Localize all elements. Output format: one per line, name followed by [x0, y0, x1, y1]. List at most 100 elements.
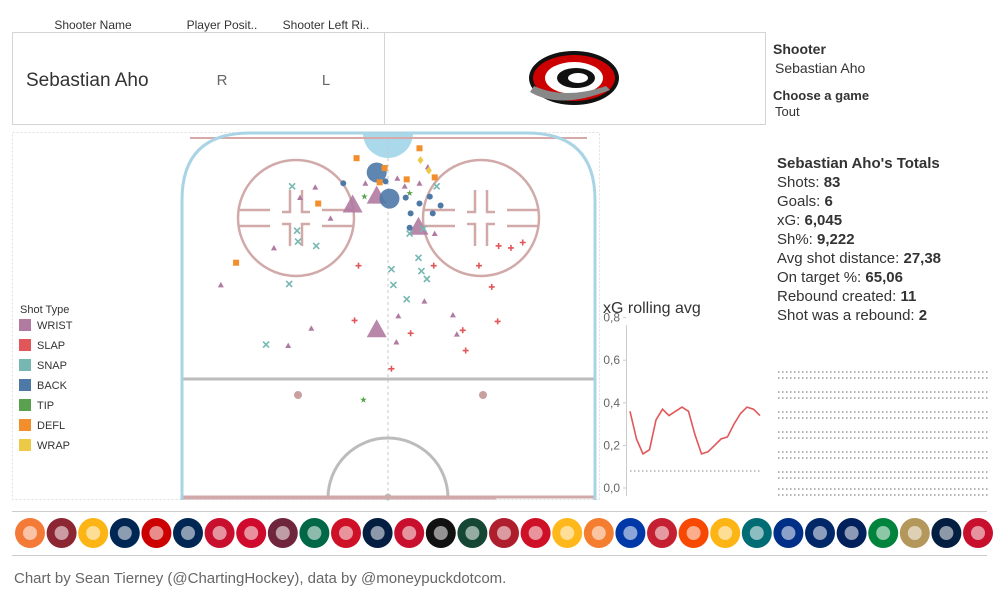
legend: Shot Type WRIST SLAP SNAP BACK TIP DEFL WRAP: [19, 304, 73, 452]
table-frame: [12, 32, 766, 125]
shot: [414, 254, 423, 262]
total-line: Goals: 6: [777, 193, 833, 210]
rink: [12, 131, 600, 501]
total-line: xG: 6,045: [777, 212, 842, 229]
legend-swatch: [19, 399, 31, 411]
shot: [353, 155, 360, 162]
shot: [388, 365, 395, 372]
shot: [360, 396, 367, 403]
legend-label: TIP: [37, 400, 54, 412]
legend-swatch: [19, 379, 31, 391]
team-logo-inner: [718, 526, 733, 540]
shot: [406, 189, 413, 196]
shot: [387, 265, 396, 273]
total-line: Shot was a rebound: 2: [777, 307, 927, 324]
total-line: Rebound created: 11: [777, 288, 916, 305]
legend-title: Shot Type: [20, 304, 69, 316]
team-logo-inner: [939, 526, 954, 540]
team-logo-inner: [560, 526, 575, 540]
team-logo-inner: [275, 526, 290, 540]
team-logo-inner: [623, 526, 638, 540]
shot: [417, 267, 426, 275]
shot: [423, 275, 431, 283]
team-logo-inner: [402, 526, 417, 540]
legend-swatch: [19, 419, 31, 431]
shot: [376, 179, 383, 186]
legend-label: BACK: [37, 380, 68, 392]
team-logo-inner: [339, 526, 353, 540]
cell: R: [217, 72, 228, 89]
shot: [419, 225, 427, 233]
team-logo-inner: [907, 526, 922, 540]
shot: [233, 259, 240, 266]
filter-value[interactable]: Sebastian Aho: [775, 60, 866, 76]
shot: [315, 200, 322, 207]
column-header: Shooter Left Ri..: [283, 18, 370, 32]
legend-swatch: [19, 359, 31, 371]
shot: [366, 319, 387, 338]
shot: [408, 216, 429, 235]
team-logo-inner: [117, 526, 132, 540]
y-tick-label: 0,0: [603, 481, 620, 495]
total-label: Sh%:: [777, 231, 813, 248]
shot: [312, 184, 319, 190]
total-value: 27,38: [903, 250, 941, 267]
legend-swatch: [19, 339, 31, 351]
total-label: Avg shot distance:: [777, 250, 899, 267]
team-logo-inner: [497, 526, 511, 540]
team-logo-inner: [971, 526, 985, 540]
shot: [488, 283, 495, 290]
team-logo-inner: [591, 526, 606, 540]
filter-label: Shooter: [773, 41, 826, 57]
shot: [382, 178, 389, 185]
shot: [312, 242, 320, 250]
shot: [459, 327, 466, 334]
team-logos[interactable]: [15, 518, 993, 548]
total-label: On target %:: [777, 269, 861, 286]
column-header: Player Posit..: [187, 18, 258, 32]
legend-label: WRAP: [37, 440, 70, 452]
placeholder-rows: [778, 371, 990, 496]
legend-swatch: [19, 319, 31, 331]
shot: [421, 298, 428, 304]
team-logo: [529, 51, 619, 105]
team-logo-inner: [370, 526, 385, 540]
filter-label: Choose a game: [773, 88, 869, 103]
shot: [429, 210, 436, 217]
total-line: On target %: 65,06: [777, 269, 903, 286]
total-value: 83: [824, 174, 841, 191]
shot: [355, 262, 362, 269]
team-logo-inner: [307, 526, 322, 540]
team-logo-inner: [433, 526, 448, 540]
shot: [342, 194, 363, 213]
shot: [416, 145, 423, 152]
line: [629, 406, 761, 456]
team-logo-inner: [876, 526, 891, 540]
shot: [406, 224, 413, 231]
total-line: Sh%: 9,222: [777, 231, 855, 248]
legend-label: DEFL: [37, 420, 65, 432]
shot: [294, 237, 302, 246]
line-chart: xG rolling avg 0,0 0,2 0,4 0,6 0,8: [603, 300, 761, 496]
shot: [431, 230, 438, 237]
shot: [495, 242, 502, 249]
shot: [430, 262, 437, 269]
team-logo-inner: [244, 526, 259, 540]
legend-label: SLAP: [37, 340, 65, 352]
team-logo-inner: [23, 526, 37, 540]
total-value: 9,222: [817, 231, 855, 248]
filter-value[interactable]: Tout: [775, 104, 800, 119]
shot: [361, 193, 368, 200]
team-logo-inner: [528, 526, 543, 540]
shot: [449, 312, 456, 318]
shot: [406, 230, 414, 238]
shot: [402, 194, 409, 201]
shot: [431, 174, 438, 181]
team-logo-inner: [54, 526, 69, 540]
chart-title: xG rolling avg: [603, 300, 701, 317]
total-label: Rebound created:: [777, 288, 896, 305]
shot: [362, 180, 369, 186]
total-label: Goals:: [777, 193, 820, 210]
